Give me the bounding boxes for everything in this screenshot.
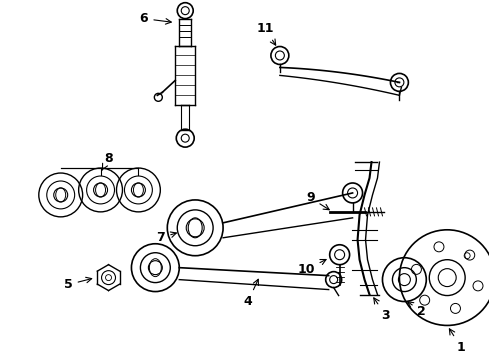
Text: 8: 8: [102, 152, 113, 170]
Text: 7: 7: [157, 231, 176, 244]
Text: 6: 6: [140, 12, 171, 25]
Text: 9: 9: [306, 192, 329, 210]
Text: 3: 3: [374, 298, 390, 322]
Text: 4: 4: [244, 279, 258, 308]
Text: 11: 11: [256, 22, 276, 45]
Text: 2: 2: [408, 302, 426, 318]
Text: 10: 10: [297, 260, 326, 276]
Text: 1: 1: [449, 329, 466, 354]
Text: 5: 5: [64, 277, 92, 291]
